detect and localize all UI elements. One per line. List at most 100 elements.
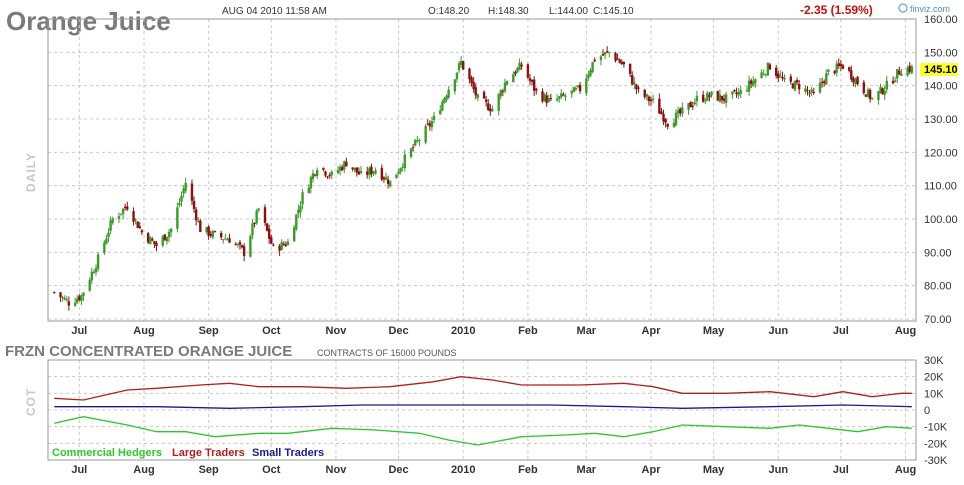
candle-body <box>180 195 183 202</box>
cot-series <box>54 376 912 446</box>
candle-body <box>109 220 112 231</box>
candle-body <box>526 64 530 78</box>
candle-body <box>455 72 459 80</box>
candle-body <box>854 79 857 85</box>
price-month-label: Apr <box>642 325 662 337</box>
price-month-label: Feb <box>518 325 538 337</box>
candle-body <box>224 238 227 240</box>
candle-body <box>355 167 359 173</box>
candle-body <box>397 171 400 175</box>
candle-body <box>660 111 663 115</box>
candle-body <box>359 171 363 173</box>
price-y-tick: 80.00 <box>924 281 952 293</box>
candle-body <box>161 236 164 246</box>
candle-body <box>825 73 828 85</box>
candle-body <box>532 79 536 91</box>
candle-body <box>286 241 290 246</box>
candle-body <box>213 231 217 233</box>
candle-body <box>658 98 661 114</box>
candle-body <box>205 227 208 232</box>
candle-body <box>293 227 296 242</box>
candle-body <box>61 297 64 299</box>
small-traders-line <box>54 404 912 409</box>
candle-body <box>182 188 185 194</box>
candle-body <box>295 214 298 230</box>
candle-body <box>777 73 780 79</box>
candle-body <box>384 177 388 180</box>
candle-body <box>251 223 254 236</box>
candle-body <box>236 244 240 246</box>
candle-body <box>403 154 406 169</box>
cot-legend: Commercial Hedgers Large Traders Small T… <box>52 447 324 459</box>
candle-body <box>470 77 473 84</box>
price-month-label: May <box>703 325 725 337</box>
candle-body <box>576 85 580 87</box>
candle-body <box>439 110 442 115</box>
candle-body <box>635 84 638 90</box>
cot-month-label: Aug <box>895 464 916 476</box>
candle-body <box>474 87 477 96</box>
price-grid <box>48 18 916 321</box>
candle-body <box>518 62 521 70</box>
candle-body <box>194 209 198 221</box>
candle-body <box>219 232 223 238</box>
candle-body <box>228 238 231 243</box>
candle-body <box>416 140 419 142</box>
candle-body <box>514 72 517 75</box>
candle-body <box>535 88 538 91</box>
candle-body <box>453 79 457 92</box>
candle-body <box>543 94 546 102</box>
candle-body <box>459 61 463 65</box>
cot-month-label: Sep <box>199 464 219 476</box>
candle-body <box>169 228 173 233</box>
candle-body <box>701 94 705 102</box>
candle-body <box>541 91 544 102</box>
candle-body <box>489 108 492 112</box>
candle-body <box>386 179 390 185</box>
cot-month-label: Dec <box>388 464 408 476</box>
candle-body <box>63 297 66 300</box>
cot-title: FRZN CONCENTRATED ORANGE JUICE <box>5 343 292 360</box>
cot-subtitle: CONTRACTS OF 15000 POUNDS <box>317 348 457 358</box>
candle-body <box>856 76 859 85</box>
candle-body <box>891 80 895 84</box>
candle-body <box>908 65 911 72</box>
candle-body <box>808 92 811 94</box>
candle-body <box>255 210 258 224</box>
timestamp: AUG 04 2010 11:58 AM <box>222 6 327 17</box>
candle-body <box>424 125 427 143</box>
candle-body <box>693 102 697 105</box>
candle-body <box>839 63 843 67</box>
candle-body <box>618 59 621 63</box>
candle-body <box>864 94 868 97</box>
candle-body <box>570 90 573 94</box>
candle-body <box>121 208 125 215</box>
candle-body <box>704 100 707 102</box>
candle-body <box>662 113 665 122</box>
cot-month-label: Oct <box>262 464 281 476</box>
candle-body <box>167 231 171 238</box>
candle-body <box>585 78 588 94</box>
candle-body <box>140 230 144 233</box>
candle-body <box>866 89 870 97</box>
last-price-tag-bg <box>920 63 958 76</box>
candle-body <box>793 80 797 91</box>
candle-body <box>328 175 331 177</box>
candle-body <box>512 74 515 83</box>
candle-body <box>388 180 392 187</box>
candle-body <box>330 171 333 176</box>
candle-body <box>779 75 782 77</box>
candle-body <box>672 122 676 128</box>
finviz-logo[interactable]: finviz.com <box>898 3 950 14</box>
candle-body <box>593 59 596 62</box>
candle-body <box>754 79 757 84</box>
price-y-axis: 160.00 150.00 140.00 130.00 120.00 110.00 100.… <box>924 14 958 326</box>
candle-body <box>418 140 421 142</box>
candle-body <box>664 119 667 123</box>
cot-y-tick: -20K <box>924 438 948 450</box>
candle-body <box>645 94 649 97</box>
legend-commercial-hedgers: Commercial Hedgers <box>52 447 162 459</box>
candle-body <box>126 206 129 210</box>
candle-body <box>53 292 56 294</box>
